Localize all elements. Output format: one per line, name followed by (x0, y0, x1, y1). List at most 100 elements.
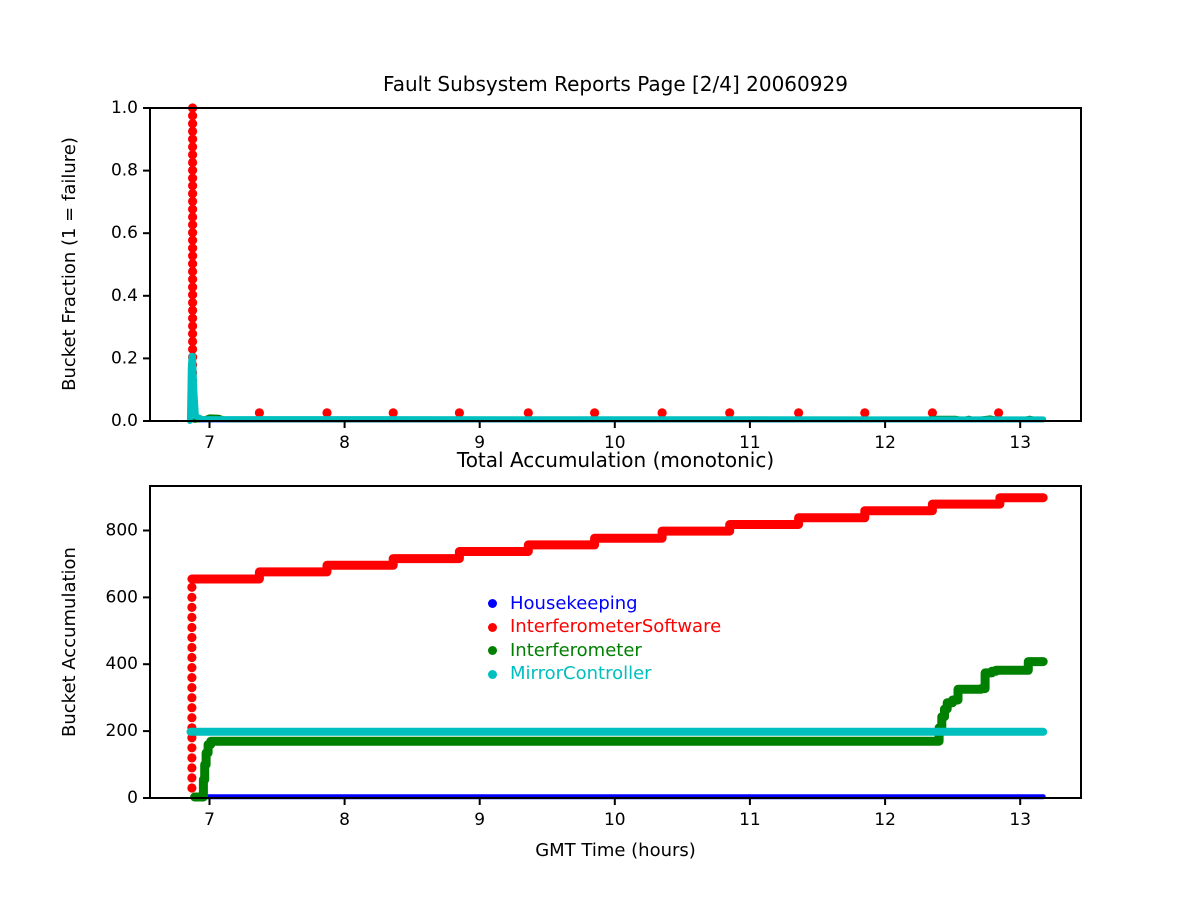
series-marker (188, 111, 198, 121)
series-marker (188, 329, 198, 339)
x-tick-label: 9 (474, 810, 485, 830)
series-marker (657, 408, 667, 418)
legend-row-interferometersoftware: InterferometerSoftware (482, 616, 721, 640)
series-marker (794, 408, 804, 418)
series-marker (188, 134, 198, 144)
x-tick-label: 12 (874, 433, 896, 453)
series-interferometersoftware (188, 103, 1004, 418)
y-tick-label: 0.2 (111, 348, 138, 368)
x-tick-label: 11 (739, 810, 761, 830)
series-interferometer (190, 657, 1048, 802)
plot-frame (149, 107, 1082, 422)
series-marker (590, 408, 600, 418)
series-marker (188, 313, 198, 323)
series-marker (187, 592, 197, 603)
series-marker (188, 290, 198, 300)
series-marker (188, 126, 198, 136)
series-marker (187, 683, 197, 693)
series-marker (188, 243, 198, 253)
x-tick-label: 7 (204, 433, 215, 453)
series-marker (188, 212, 198, 222)
y-tick-label: 0 (127, 788, 138, 808)
series-marker (187, 713, 197, 723)
series-marker (187, 602, 197, 613)
y-tick-label: 800 (106, 521, 138, 541)
series-marker (994, 408, 1004, 418)
series-marker (188, 173, 198, 183)
y-tick-label: 1.0 (111, 98, 138, 118)
axes: 7 8 9 10 11 12 13 0.0 0.2 0.4 0.6 0.8 1.0 (111, 98, 1082, 453)
series-marker (188, 251, 198, 261)
series-marker (187, 582, 197, 592)
x-tick-label: 12 (874, 810, 896, 830)
legend-marker-housekeeping-icon (488, 599, 497, 609)
series-marker (188, 196, 198, 206)
plot-frame (149, 485, 1082, 799)
series-marker (188, 189, 198, 199)
x-tick-label: 13 (1009, 810, 1031, 830)
legend-marker-interferometer-icon (488, 646, 497, 656)
series-marker (188, 228, 198, 238)
series-marker (187, 773, 197, 783)
series-marker (187, 632, 197, 643)
chart-bucket-accumulation-vs-time: 7 8 9 10 11 12 13 0 200 400 600 800 (106, 485, 1082, 830)
legend-marker-mirrorcontroller-icon (488, 669, 497, 679)
legend-label-housekeeping: Housekeeping (510, 592, 638, 614)
series-marker (188, 266, 198, 277)
series-line (186, 352, 1047, 424)
series-marker (188, 204, 198, 214)
series-marker (188, 142, 198, 152)
series-marker (188, 259, 198, 269)
y-tick-label: 400 (106, 654, 138, 674)
series-marker (188, 274, 198, 284)
y-tick-label: 0.4 (111, 286, 138, 306)
y-tick-label: 0.0 (111, 411, 138, 431)
x-tick-label: 11 (739, 433, 761, 453)
x-tick-label: 8 (339, 810, 350, 830)
series-interferometersoftware (187, 493, 1048, 793)
series-marker (188, 321, 198, 331)
series-marker (188, 150, 198, 160)
series-marker (187, 783, 197, 793)
bottom-chart-title: Total Accumulation (monotonic) (456, 448, 775, 472)
chart-bucket-fraction-vs-time: 7 8 9 10 11 12 13 0.0 0.2 0.4 0.6 0.8 1.0 (111, 98, 1082, 453)
series-marker (188, 119, 198, 129)
series-marker (454, 408, 464, 418)
legend-row-interferometer: Interferometer (482, 639, 721, 663)
series-marker (188, 305, 198, 315)
legend-label-mirrorcontroller: MirrorController (510, 663, 652, 685)
series-step-line (190, 657, 1048, 802)
x-tick-label: 10 (604, 810, 626, 830)
y-tick-label: 200 (106, 721, 138, 741)
series-marker (188, 282, 198, 292)
series-marker (188, 165, 198, 175)
series-marker (187, 763, 197, 773)
series-marker (188, 235, 198, 245)
legend-label-interferometer: Interferometer (510, 639, 642, 661)
series-marker (254, 408, 264, 418)
series-marker (188, 157, 198, 168)
legend-label-interferometersoftware: InterferometerSoftware (510, 616, 722, 638)
y-tick-label: 600 (106, 587, 138, 607)
series-marker (188, 181, 198, 191)
bottom-y-axis-label: Bucket Accumulation (59, 547, 80, 737)
x-tick-label: 13 (1009, 433, 1031, 453)
series-marker (322, 408, 332, 418)
series-marker (187, 612, 197, 623)
series-marker (523, 408, 533, 418)
series-marker (188, 336, 198, 347)
series-marker (860, 408, 870, 418)
legend-marker-interferometersoftware-icon (488, 622, 497, 632)
series-marker (188, 298, 198, 308)
x-axis-label: GMT Time (hours) (535, 840, 696, 861)
series-marker (725, 408, 735, 418)
series-marker (187, 693, 197, 703)
top-y-axis-label: Bucket Fraction (1 = failure) (59, 137, 80, 391)
axes: 7 8 9 10 11 12 13 0 200 400 600 800 (106, 485, 1082, 830)
series-marker (927, 408, 938, 418)
y-tick-label: 0.6 (111, 223, 138, 243)
x-tick-label: 9 (474, 433, 485, 453)
y-tick-label: 0.8 (111, 161, 138, 181)
